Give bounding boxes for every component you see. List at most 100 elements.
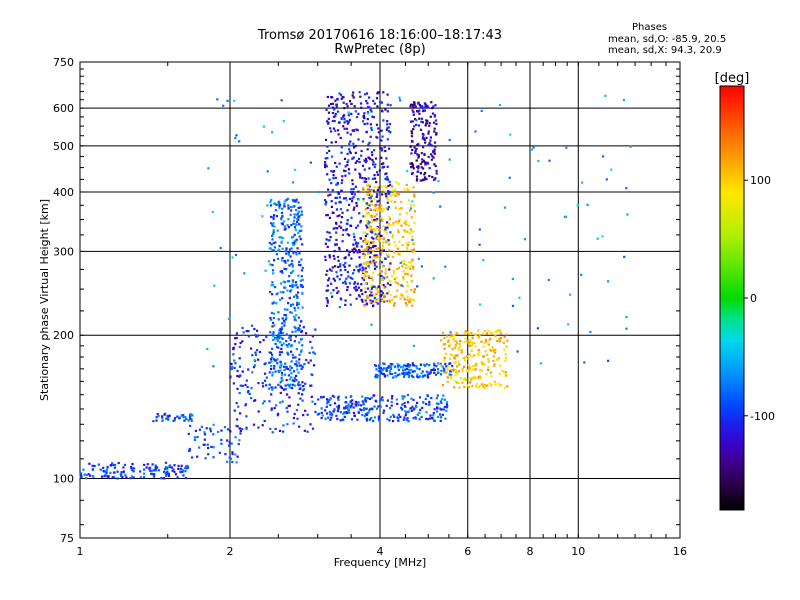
- data-point: [257, 358, 260, 361]
- data-point: [356, 160, 359, 163]
- data-point: [489, 371, 492, 374]
- data-point: [357, 286, 360, 289]
- data-point: [604, 94, 607, 97]
- data-point: [411, 200, 414, 203]
- data-point: [342, 169, 346, 172]
- data-point: [163, 413, 166, 416]
- data-point: [239, 341, 242, 345]
- data-point: [407, 265, 410, 268]
- data-point: [343, 107, 346, 110]
- data-point: [326, 173, 329, 176]
- data-point: [416, 110, 419, 113]
- data-point: [330, 292, 333, 295]
- data-point: [430, 368, 433, 372]
- data-point: [284, 318, 287, 321]
- data-point: [281, 297, 284, 300]
- data-point: [298, 358, 301, 361]
- data-point: [226, 439, 229, 442]
- data-point: [245, 428, 248, 431]
- data-point: [292, 356, 295, 359]
- data-point: [359, 408, 362, 411]
- data-point: [417, 124, 421, 127]
- data-point: [569, 293, 572, 296]
- data-point: [443, 347, 446, 350]
- data-point: [388, 249, 391, 252]
- data-point: [130, 465, 133, 469]
- data-point: [492, 349, 495, 352]
- data-point: [162, 477, 166, 480]
- data-point: [349, 140, 352, 143]
- data-point: [122, 470, 125, 473]
- data-point: [341, 179, 344, 182]
- data-point: [283, 281, 287, 284]
- data-point: [281, 271, 284, 274]
- data-point: [335, 222, 338, 225]
- data-point: [465, 379, 468, 382]
- data-point: [273, 407, 276, 410]
- data-point: [419, 105, 422, 108]
- data-point: [402, 278, 405, 281]
- data-point: [373, 149, 376, 152]
- data-point: [345, 412, 349, 415]
- data-point: [203, 433, 207, 436]
- data-point: [374, 244, 377, 248]
- data-point: [343, 265, 346, 268]
- data-point: [477, 329, 480, 332]
- data-point: [279, 236, 283, 239]
- data-point: [343, 118, 346, 121]
- data-point: [441, 331, 444, 334]
- data-point: [304, 409, 307, 412]
- data-point: [250, 347, 253, 350]
- data-point: [331, 394, 334, 398]
- data-point: [172, 419, 175, 422]
- data-point: [224, 453, 227, 456]
- data-point: [236, 374, 239, 378]
- data-point: [186, 466, 190, 469]
- data-point: [434, 145, 437, 148]
- data-point: [341, 418, 345, 421]
- data-point: [426, 394, 429, 397]
- data-point: [391, 234, 394, 237]
- data-point: [504, 373, 507, 376]
- data-point: [477, 336, 480, 339]
- data-point: [405, 212, 408, 215]
- data-point: [247, 335, 251, 338]
- data-point: [395, 398, 398, 401]
- data-point: [187, 419, 190, 422]
- data-point: [301, 266, 304, 269]
- data-point: [427, 130, 430, 133]
- data-point: [297, 316, 300, 319]
- data-point: [391, 395, 394, 398]
- data-point: [410, 397, 413, 400]
- data-point: [228, 444, 231, 447]
- data-point: [539, 362, 542, 365]
- data-point: [414, 151, 417, 154]
- data-point: [106, 475, 109, 478]
- data-point: [301, 344, 304, 347]
- data-point: [455, 381, 458, 384]
- data-point: [292, 422, 295, 425]
- data-point: [312, 351, 315, 354]
- data-point: [362, 278, 366, 281]
- data-point: [173, 464, 176, 467]
- data-point: [333, 408, 336, 411]
- data-point: [283, 228, 286, 231]
- data-point: [275, 253, 278, 256]
- data-point: [306, 413, 309, 416]
- data-point: [410, 298, 413, 301]
- data-point: [349, 303, 352, 306]
- data-point: [417, 376, 420, 379]
- data-point: [176, 415, 179, 418]
- data-point: [504, 356, 508, 359]
- data-point: [256, 334, 260, 337]
- data-point: [284, 362, 287, 365]
- data-point: [283, 373, 286, 376]
- data-point: [273, 367, 276, 370]
- data-point: [363, 299, 366, 303]
- data-point: [408, 368, 411, 371]
- data-point: [302, 414, 305, 417]
- data-point: [196, 455, 199, 458]
- data-point: [388, 299, 391, 302]
- data-point: [420, 120, 423, 123]
- data-point: [390, 200, 393, 203]
